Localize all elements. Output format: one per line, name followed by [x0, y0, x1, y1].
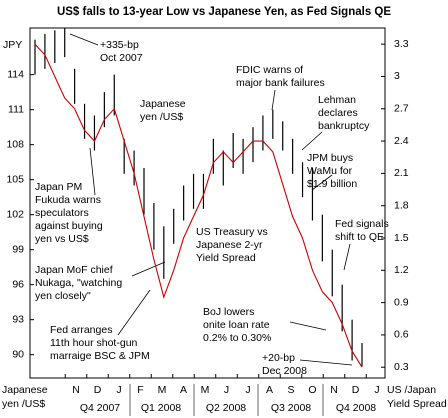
- annotation: Lehman: [318, 94, 356, 106]
- annotation: major bank failures: [236, 77, 325, 89]
- annotation: declares: [318, 107, 358, 119]
- y2-tick-label: 1.8: [394, 199, 409, 211]
- x-tick-label: N: [72, 384, 80, 396]
- y2-tick-label: 2.4: [394, 135, 409, 147]
- series-label: yen /US$: [2, 398, 45, 410]
- y-tick-label: 90: [12, 348, 24, 360]
- annotation: US Treasury vs: [196, 226, 268, 238]
- y2-tick-label: 3.3: [394, 38, 409, 50]
- y2-tick-label: 0.3: [394, 361, 409, 373]
- annotation: $1.9 billion: [307, 178, 357, 190]
- spread-line: [34, 43, 363, 368]
- x-tick-label: A: [266, 384, 273, 396]
- x-tick-label: A: [180, 384, 187, 396]
- x-tick-label: J: [374, 384, 379, 396]
- annotation: Yield Spread: [196, 252, 256, 264]
- annotation: JPM buys: [307, 152, 353, 164]
- x-tick-label: J: [245, 384, 250, 396]
- x-tick-label: O: [308, 384, 316, 396]
- annotation: Fukuda warns: [35, 194, 101, 206]
- y-tick-label: 108: [6, 138, 24, 150]
- annotation: marraige BSC & JPM: [50, 350, 150, 362]
- annotation: Oct 2007: [100, 52, 143, 64]
- chart-title: US$ falls to 13-year Low vs Japanese Yen…: [57, 6, 391, 18]
- y-tick-label: 114: [7, 68, 24, 80]
- x-tick-label: S: [287, 384, 294, 396]
- y2-tick-label: 1.2: [394, 264, 409, 276]
- y2-tick-label: 2.7: [394, 103, 409, 115]
- x-tick-label: M: [158, 384, 167, 396]
- plot-frame: [29, 27, 386, 379]
- quarter-label: Q1 2008: [141, 402, 181, 414]
- x-tick-label: J: [224, 384, 229, 396]
- y-tick-label: 102: [6, 208, 24, 220]
- annotation: shift to QE: [335, 231, 384, 243]
- annotation: +335-bp: [100, 39, 139, 51]
- y2-tick-label: 0.6: [394, 329, 409, 341]
- y2-tick-label: 2.1: [394, 167, 409, 179]
- annotation: against buying: [35, 220, 103, 232]
- y2-tick-label: 3: [394, 70, 400, 82]
- y-tick-label: 111: [8, 103, 24, 115]
- annotation: Fed signals: [335, 218, 389, 230]
- annotation: 0.2% to 0.30%: [203, 332, 271, 344]
- y-axis-label: JPY: [3, 39, 22, 51]
- y-tick-label: 93: [12, 313, 24, 325]
- annotation: BoJ lowers: [203, 306, 254, 318]
- annotation: +20-bp: [262, 352, 295, 364]
- annotation: Nukaga, "watching: [35, 277, 122, 289]
- x-tick-label: J: [116, 384, 121, 396]
- annotation: FDIC warns of: [236, 64, 303, 76]
- y-tick-label: 105: [6, 173, 24, 185]
- y-tick-label: 99: [12, 243, 24, 255]
- pointers: [69, 33, 353, 366]
- quarter-label: Q4 2007: [80, 402, 120, 414]
- annotation: bankruptcy: [318, 120, 370, 132]
- series-label: US /Japan: [387, 384, 436, 396]
- x-tick-label: D: [352, 384, 360, 396]
- annotation: Fed arranges: [50, 324, 112, 336]
- quarter-label: Q4 2008: [336, 402, 376, 414]
- x-tick-label: N: [330, 384, 338, 396]
- annotation: onite loan rate: [203, 319, 270, 331]
- quarter-label: Q2 2008: [206, 402, 246, 414]
- y2-tick-label: 1.5: [394, 232, 409, 244]
- annotation: yen vs US$: [35, 233, 89, 245]
- annotation: Dec 2008: [262, 365, 307, 377]
- annotation: speculators: [35, 207, 89, 219]
- annotation: WaMu for: [307, 165, 353, 177]
- annotation: Japan MoF chief: [35, 264, 113, 276]
- annotation: Japan PM: [35, 181, 82, 193]
- series-label: Japanese: [2, 384, 48, 396]
- annotation: yen closely": [35, 290, 91, 302]
- annotation: yen /US$: [140, 111, 183, 123]
- annotation: Japanese: [140, 98, 186, 110]
- series-label: Yield Spread: [387, 398, 447, 410]
- quarter-label: Q3 2008: [271, 402, 311, 414]
- x-tick-label: F: [137, 384, 143, 396]
- annotation: Japanese 2-yr: [196, 239, 263, 251]
- x-tick-label: M: [201, 384, 210, 396]
- annotation: 11th hour shot-gun: [50, 337, 138, 349]
- y2-tick-label: 0.9: [394, 296, 409, 308]
- x-tick-label: D: [94, 384, 102, 396]
- y-tick-label: 96: [12, 278, 24, 290]
